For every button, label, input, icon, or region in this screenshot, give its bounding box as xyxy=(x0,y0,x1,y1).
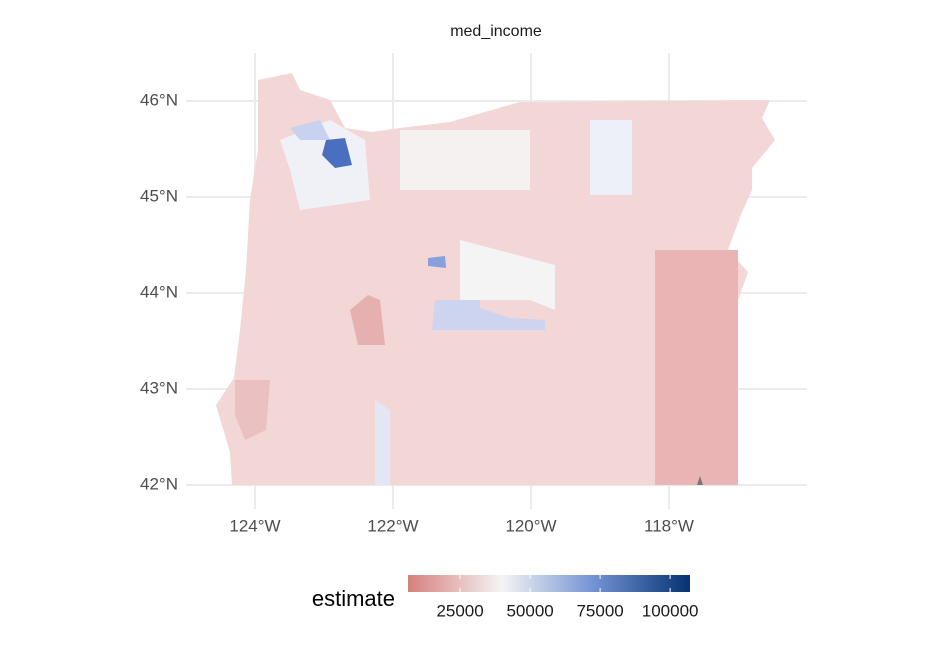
region xyxy=(697,476,703,485)
legend: estimate 25000 50000 75000 100000 xyxy=(312,575,699,620)
chart-title: med_income xyxy=(450,23,542,40)
legend-tick-label: 75000 xyxy=(576,601,623,620)
y-tick-label: 45°N xyxy=(140,186,178,205)
region xyxy=(432,300,545,330)
region xyxy=(290,120,330,140)
region xyxy=(590,120,632,195)
region xyxy=(428,256,446,268)
region xyxy=(322,138,352,168)
y-tick-label: 43°N xyxy=(140,378,178,397)
legend-title: estimate xyxy=(312,586,395,611)
x-tick-label: 118°W xyxy=(644,516,694,535)
map xyxy=(216,73,775,485)
region xyxy=(655,250,738,485)
x-tick-label: 124°W xyxy=(229,516,280,535)
y-tick-label: 44°N xyxy=(140,282,178,301)
y-tick-label: 42°N xyxy=(140,474,178,493)
colorbar xyxy=(408,575,690,592)
region xyxy=(235,380,270,440)
legend-tick-label: 25000 xyxy=(436,601,483,620)
legend-tick-label: 50000 xyxy=(506,601,553,620)
region xyxy=(460,240,555,310)
region xyxy=(350,295,385,345)
y-tick-label: 46°N xyxy=(140,90,178,109)
x-tick-label: 122°W xyxy=(367,516,418,535)
region xyxy=(400,130,530,190)
legend-tick-label: 100000 xyxy=(642,601,699,620)
region xyxy=(375,400,390,485)
x-tick-label: 120°W xyxy=(505,516,556,535)
region xyxy=(280,120,370,210)
